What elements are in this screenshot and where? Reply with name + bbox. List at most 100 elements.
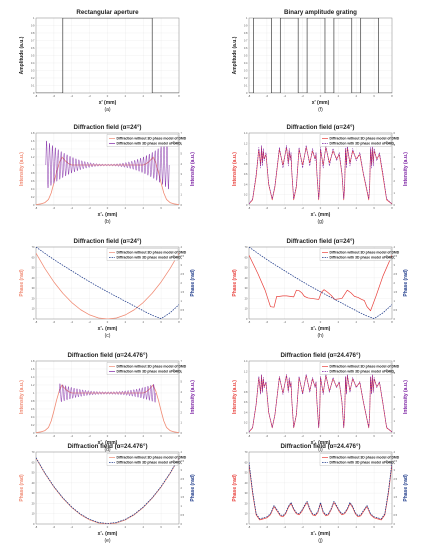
x-tick-label: -4: [71, 434, 74, 438]
panel-c: Diffraction field (α=24°)-8 -6 -4 -2 0 2 4 6 801…: [19, 238, 196, 339]
legend-box: [106, 453, 179, 466]
y-axis-label-left: Phase (rad): [19, 474, 25, 502]
x-tick-label: -8: [35, 206, 38, 210]
legend: Diffraction without 3D phase model of DM…: [106, 362, 187, 375]
legend-label-2: Diffraction with 3D phase model of DMD,: [330, 370, 395, 374]
x-tick-label: -4: [71, 206, 74, 210]
panel-i: Diffraction field (α=24.476°) -8 -6 -4 -2 0 2 4…: [232, 352, 409, 453]
x-tick-label: 0: [320, 206, 322, 210]
x-axis-label: x'₁ (mm): [98, 531, 118, 537]
y-tick-label-left: 0.1: [31, 84, 35, 88]
y-tick-label-right: 0: [181, 431, 183, 435]
y-tick-label-right: 0.5: [394, 513, 398, 517]
x-tick-label: 8: [391, 206, 393, 210]
y-tick-label-right: 4: [181, 162, 183, 166]
x-tick-label: 8: [391, 525, 393, 529]
y-tick-label-right: 6: [181, 141, 183, 145]
x-tick-label: 4: [356, 94, 358, 98]
y-tick-label-right: 2.5: [394, 477, 398, 481]
x-tick-label: -6: [53, 525, 56, 529]
x-tick-label: -4: [284, 320, 287, 324]
y-tick-label-left: 0: [33, 91, 35, 95]
y-tick-label-left: 1: [246, 380, 248, 384]
y-tick-label-right: 0.5: [394, 308, 398, 312]
x-tick-label: -6: [53, 434, 56, 438]
panel-title: Rectangular aperture: [76, 9, 139, 16]
x-axis-label: x'₁ (mm): [311, 326, 331, 332]
y-axis-label-left: Phase (rad): [232, 269, 238, 297]
y-tick-label-left: 30: [245, 286, 248, 290]
y-tick-label-right: 0: [181, 522, 183, 526]
y-tick-label-left: 50: [32, 266, 35, 270]
series-line-2: [249, 145, 392, 205]
legend: Diffraction without 3D phase model of DM…: [106, 134, 187, 147]
x-tick-label: -8: [248, 525, 251, 529]
y-tick-label-right: 3.5: [181, 459, 185, 463]
x-tick-label: 6: [160, 525, 162, 529]
y-tick-label-left: 1: [33, 391, 35, 395]
y-tick-label-right: 1: [394, 419, 396, 423]
y-tick-label-left: 0.6: [31, 407, 35, 411]
x-tick-label: 8: [391, 434, 393, 438]
y-axis-label-right: Intensity (a.u.): [190, 152, 196, 186]
y-tick-label-right: 3: [394, 468, 396, 472]
x-tick-label: -2: [88, 434, 91, 438]
x-tick-label: -6: [53, 94, 56, 98]
y-tick-label-left: 0.2: [244, 421, 248, 425]
x-tick-label: 0: [107, 320, 109, 324]
series-group: [36, 247, 179, 319]
x-tick-label: -4: [71, 525, 74, 529]
y-tick-label-right: 3.5: [394, 254, 398, 258]
x-tick-label: 0: [320, 94, 322, 98]
x-axis-label: x'₁ (mm): [98, 212, 118, 218]
y-tick-label-left: 0.3: [31, 69, 35, 73]
panel-caption: (c): [105, 333, 111, 339]
y-tick-label-left: 0.3: [244, 69, 248, 73]
y-tick-label-left: 0.7: [31, 39, 35, 43]
x-axis-label: x'₁ (mm): [311, 212, 331, 218]
y-tick-label-right: 2.5: [394, 272, 398, 276]
x-tick-label: 2: [338, 434, 340, 438]
x-tick-label: 6: [373, 525, 375, 529]
y-tick-label-left: 0.5: [244, 54, 248, 58]
y-tick-label-left: 0: [33, 431, 35, 435]
x-tick-label: -2: [88, 320, 91, 324]
y-tick-label-right: 3: [181, 263, 183, 267]
x-tick-label: 4: [143, 434, 145, 438]
y-tick-label-left: 0.8: [244, 31, 248, 35]
legend-label-1: Diffraction without 3D phase model of DM…: [117, 251, 187, 255]
legend-label-2: Diffraction with 3D phase model of DMD,: [117, 142, 182, 146]
y-tick-label-left: 1.8: [31, 131, 35, 135]
y-tick-label-left: 0.4: [244, 61, 248, 65]
y-tick-label-left: 0.4: [244, 182, 248, 186]
y-tick-label-left: 60: [245, 255, 248, 259]
y-tick-label-right: 3: [394, 167, 396, 171]
legend-label-2: Diffraction with 3D phase model of DMD,: [330, 461, 395, 465]
panel-caption: (i): [318, 447, 323, 453]
x-tick-label: 2: [338, 320, 340, 324]
y-tick-label-left: 1.6: [31, 367, 35, 371]
x-tick-label: -8: [35, 525, 38, 529]
y-tick-label-left: 0.5: [31, 54, 35, 58]
x-tick-label: 0: [107, 94, 109, 98]
y-tick-label-left: 40: [32, 481, 35, 485]
y-tick-label-left: 40: [32, 276, 35, 280]
y-tick-label-right: 1.5: [181, 495, 185, 499]
x-tick-label: -2: [301, 206, 304, 210]
y-tick-label-left: 0.9: [31, 24, 35, 28]
y-tick-label-left: 0.2: [31, 423, 35, 427]
y-tick-label-left: 0.1: [244, 84, 248, 88]
x-tick-label: -6: [266, 434, 269, 438]
x-tick-label: 4: [356, 206, 358, 210]
x-tick-label: 8: [391, 320, 393, 324]
legend-label-1: Diffraction without 3D phase model of DM…: [330, 137, 400, 141]
x-tick-label: -6: [266, 320, 269, 324]
micromirror-icon: [171, 254, 177, 258]
y-tick-label-right: 2: [394, 179, 396, 183]
x-tick-label: 0: [107, 206, 109, 210]
x-tick-label: -2: [88, 206, 91, 210]
series-group: [249, 18, 392, 93]
y-tick-label-left: 1.4: [244, 131, 248, 135]
y-axis-label-left: Phase (rad): [19, 269, 25, 297]
y-tick-label-left: 30: [245, 491, 248, 495]
